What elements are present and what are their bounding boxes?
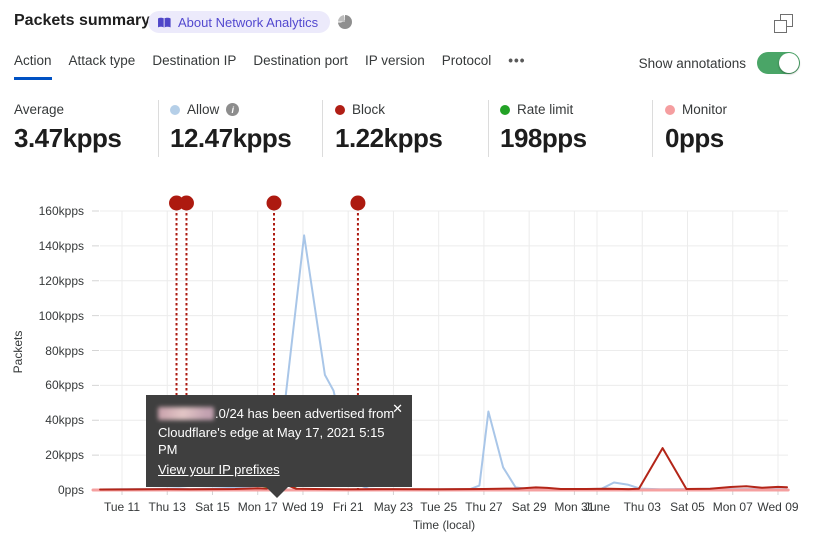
info-icon[interactable]: i bbox=[226, 103, 240, 116]
show-annotations-control: Show annotations bbox=[639, 52, 800, 74]
series-block bbox=[99, 447, 788, 491]
tab-destination-ip[interactable]: Destination IP bbox=[152, 53, 237, 68]
y-tick-label: 100kpps bbox=[38, 308, 84, 323]
about-network-analytics-badge[interactable]: About Network Analytics bbox=[148, 11, 331, 33]
annotation-dot[interactable] bbox=[266, 195, 282, 211]
pie-timer-icon bbox=[338, 15, 352, 29]
x-tick-label: Tue 11 bbox=[103, 500, 141, 514]
stat-allow-value: 12.47kpps bbox=[170, 123, 292, 153]
x-tick-label: Thu 03 bbox=[623, 500, 661, 514]
about-badge-label: About Network Analytics bbox=[178, 14, 319, 30]
tab-more-ellipsis-icon[interactable]: ••• bbox=[508, 53, 526, 68]
stat-rate-limit: Rate limit 198pps bbox=[500, 101, 587, 154]
view-ip-prefixes-link[interactable]: View your IP prefixes bbox=[158, 462, 280, 477]
stat-monitor-label: Monitor bbox=[682, 102, 728, 117]
x-tick-label: Mon 17 bbox=[237, 500, 278, 514]
x-tick-label: Sat 29 bbox=[511, 500, 547, 514]
tooltip-line-2: Cloudflare's edge at May 17, 2021 5:15 P… bbox=[158, 425, 385, 457]
divider bbox=[488, 100, 489, 157]
x-tick-label: Wed 19 bbox=[282, 500, 324, 514]
y-tick-label: 120kpps bbox=[38, 273, 84, 288]
y-tick-label: 20kpps bbox=[45, 448, 84, 463]
y-tick-label: 60kpps bbox=[45, 378, 84, 393]
tab-protocol[interactable]: Protocol bbox=[441, 53, 492, 68]
packets-time-series-chart: Packets Time (local) ✕ .0/24 has been ad… bbox=[0, 190, 816, 545]
x-tick-label: Wed 09 bbox=[757, 500, 799, 514]
divider bbox=[158, 100, 159, 157]
tab-attack-type[interactable]: Attack type bbox=[68, 53, 136, 68]
block-legend-dot bbox=[335, 104, 345, 115]
stat-average-value: 3.47kpps bbox=[14, 123, 122, 153]
divider bbox=[322, 100, 323, 157]
redacted-ip-prefix bbox=[158, 407, 214, 420]
tab-destination-port[interactable]: Destination port bbox=[253, 53, 348, 68]
annotation-tooltip: ✕ .0/24 has been advertised from Cloudfl… bbox=[146, 395, 412, 498]
y-tick-label: 40kpps bbox=[45, 413, 84, 428]
show-annotations-label: Show annotations bbox=[638, 55, 746, 71]
tab-action[interactable]: Action bbox=[14, 53, 52, 80]
x-tick-label: Sat 05 bbox=[670, 500, 705, 514]
book-icon bbox=[157, 16, 172, 28]
stat-average: Average 3.47kpps bbox=[14, 101, 122, 154]
stat-monitor: Monitor 0pps bbox=[665, 101, 727, 154]
stat-allow-label: Allow bbox=[187, 102, 220, 117]
toggle-knob bbox=[779, 53, 799, 73]
y-tick-label: 0pps bbox=[57, 483, 84, 497]
x-tick-label: June bbox=[584, 500, 611, 514]
restore-window-icon[interactable] bbox=[774, 14, 793, 33]
stat-monitor-value: 0pps bbox=[665, 123, 724, 153]
stat-block: Block 1.22kpps bbox=[335, 101, 443, 154]
x-tick-label: Mon 31 bbox=[554, 500, 595, 514]
stat-allow: Allow i 12.47kpps bbox=[170, 101, 292, 154]
stat-rate-limit-value: 198pps bbox=[500, 123, 587, 153]
tooltip-close-icon[interactable]: ✕ bbox=[392, 401, 403, 416]
annotation-dot[interactable] bbox=[178, 195, 194, 211]
page-title: Packets summary bbox=[14, 12, 151, 29]
tooltip-line-1: .0/24 has been advertised from bbox=[158, 405, 400, 422]
annotation-dot[interactable] bbox=[350, 195, 366, 211]
x-tick-label: Mon 07 bbox=[712, 500, 753, 514]
x-tick-label: May 23 bbox=[373, 500, 414, 514]
tab-ip-version[interactable]: IP version bbox=[364, 53, 425, 68]
x-tick-label: Thu 13 bbox=[148, 500, 186, 514]
rate-limit-legend-dot bbox=[500, 104, 510, 115]
divider bbox=[652, 100, 653, 157]
stat-rate-limit-label: Rate limit bbox=[517, 102, 574, 117]
x-tick-label: Fri 21 bbox=[332, 500, 364, 514]
x-axis-title: Time (local) bbox=[412, 518, 476, 532]
monitor-legend-dot bbox=[665, 104, 675, 115]
stat-block-value: 1.22kpps bbox=[335, 123, 443, 153]
y-tick-label: 140kpps bbox=[38, 238, 84, 253]
y-tick-label: 80kpps bbox=[45, 343, 84, 358]
x-tick-label: Thu 27 bbox=[465, 500, 503, 514]
x-tick-label: Tue 25 bbox=[420, 500, 458, 514]
y-tick-label: 160kpps bbox=[38, 204, 84, 218]
dimension-tabs: Action Attack type Destination IP Destin… bbox=[14, 53, 525, 80]
allow-legend-dot bbox=[170, 104, 180, 115]
stat-block-label: Block bbox=[352, 102, 386, 117]
x-tick-label: Sat 15 bbox=[195, 500, 230, 514]
stat-average-label: Average bbox=[14, 102, 65, 117]
show-annotations-toggle[interactable] bbox=[757, 52, 800, 74]
